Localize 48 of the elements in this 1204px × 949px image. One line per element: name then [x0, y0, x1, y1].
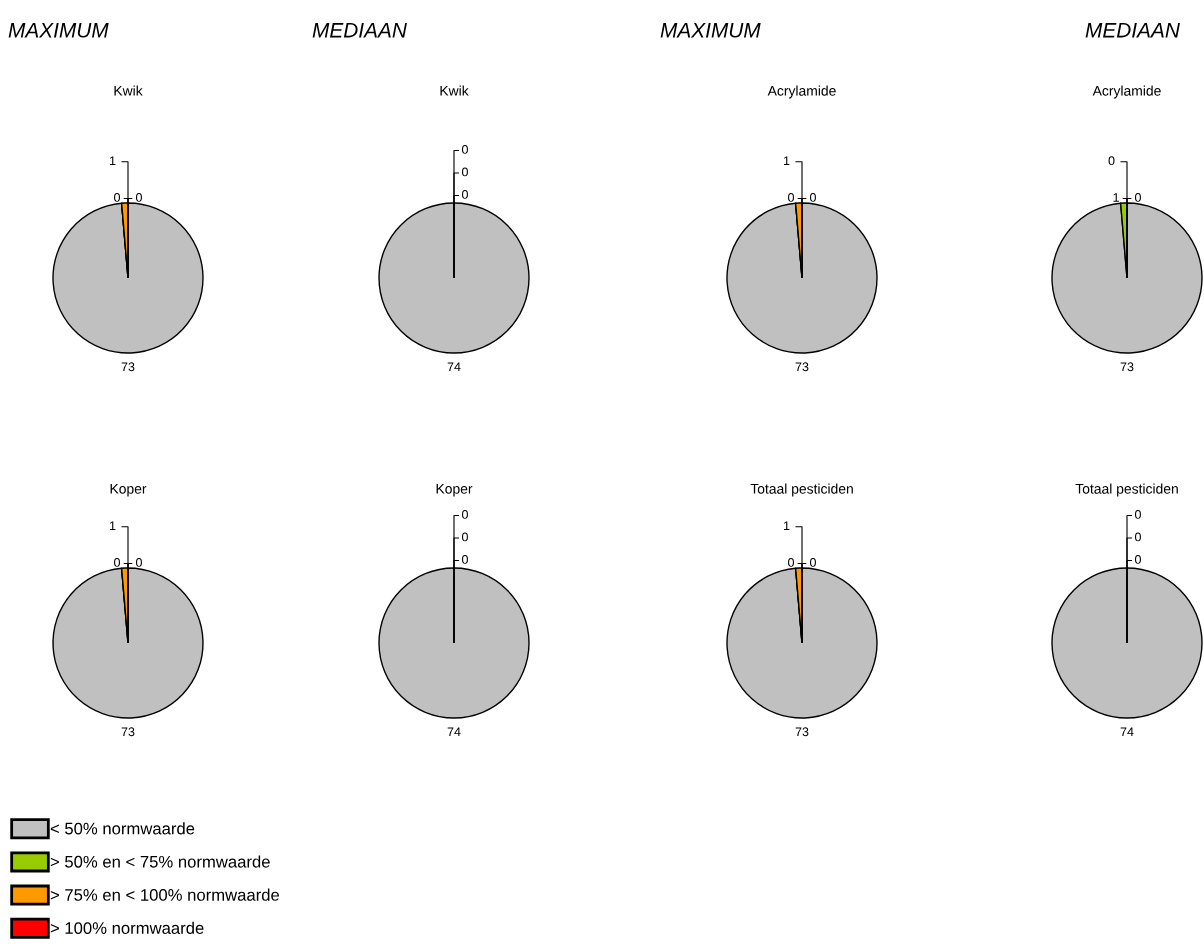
- text: 0: [1134, 532, 1141, 542]
- legend-label: < 50% normwaarde: [50, 822, 195, 835]
- text: 0: [114, 558, 121, 567]
- chart-title: Koper: [436, 484, 473, 497]
- text: 0: [461, 145, 468, 154]
- text: 0: [461, 190, 468, 199]
- text: 0: [1134, 555, 1141, 564]
- text: 0: [809, 193, 816, 202]
- text: 0: [1108, 156, 1115, 166]
- data-label: 73: [795, 727, 809, 737]
- chart-subtitle: MEDIAAN: [1085, 23, 1180, 38]
- text: 0: [809, 558, 816, 567]
- text: 0: [788, 193, 795, 202]
- text: 0: [461, 555, 468, 564]
- text: 0: [135, 193, 142, 202]
- legend-label: > 100% normwaarde: [50, 921, 204, 934]
- chart-subtitle: MEDIAAN: [312, 23, 407, 38]
- text: 0: [461, 167, 468, 177]
- text: 0: [461, 532, 468, 542]
- data-label: 73: [795, 362, 809, 372]
- text: 0: [788, 558, 795, 567]
- data-label: 74: [1120, 727, 1134, 737]
- chart-title: Acrylamide: [767, 85, 836, 99]
- data-label: 73: [1120, 362, 1134, 372]
- text: 0: [1134, 193, 1141, 202]
- chart-title: Koper: [110, 484, 147, 497]
- chart-title: Totaal pesticiden: [1075, 483, 1178, 497]
- legend-label: > 75% en < 100% normwaarde: [50, 888, 280, 901]
- data-label: 1: [1113, 193, 1119, 202]
- data-label: 1: [784, 156, 790, 165]
- data-label: 1: [110, 521, 116, 530]
- data-label: 74: [447, 362, 461, 372]
- data-label: 1: [110, 156, 116, 165]
- data-label: 73: [121, 362, 135, 372]
- legend-label: > 50% en < 75% normwaarde: [50, 855, 270, 868]
- data-label: 73: [121, 727, 135, 737]
- chart-subtitle: MAXIMUM: [8, 23, 109, 38]
- data-label: 74: [447, 727, 461, 737]
- chart-title: Kwik: [114, 85, 143, 96]
- text: 0: [114, 193, 121, 202]
- chart-title: Acrylamide: [1092, 85, 1161, 99]
- text: 0: [135, 558, 142, 567]
- text: 0: [461, 510, 468, 519]
- chart-title: Totaal pesticiden: [750, 483, 853, 497]
- data-label: 1: [784, 521, 790, 530]
- text: 0: [1134, 510, 1141, 519]
- chart-subtitle: MAXIMUM: [660, 23, 761, 38]
- chart-title: Kwik: [440, 85, 469, 96]
